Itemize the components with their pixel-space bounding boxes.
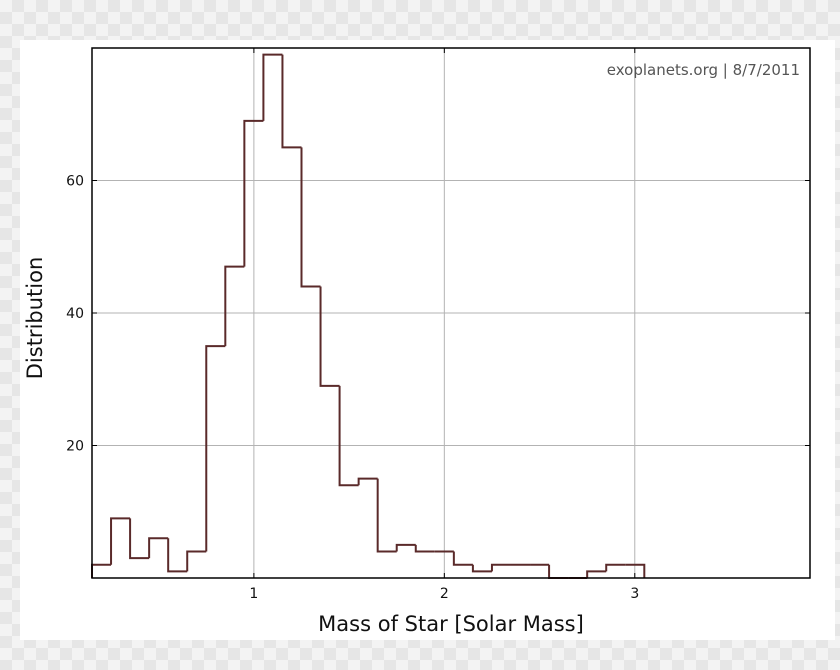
histogram-bin — [243, 119, 264, 267]
histogram-bin — [281, 54, 302, 149]
axis-ticks: 1 2 3 20 40 60 — [66, 48, 810, 602]
histogram-bin — [452, 551, 473, 566]
histogram-bin — [148, 537, 169, 559]
histogram-bin — [414, 544, 435, 553]
histogram-bin — [338, 385, 359, 487]
histogram-bin — [357, 477, 378, 486]
histogram-bin — [186, 550, 207, 572]
histogram-bin — [471, 564, 492, 573]
source-annotation: exoplanets.org | 8/7/2011 — [607, 61, 800, 79]
histogram-chart: 1 2 3 20 40 60 exoplanets.org | 8/7/2011 Mass… — [23, 47, 811, 636]
x-tick-label: 3 — [630, 586, 639, 602]
grid-lines — [92, 48, 810, 578]
histogram-bin — [605, 563, 626, 572]
x-tick-label: 1 — [249, 586, 258, 602]
histogram-bin — [319, 286, 340, 387]
y-axis-title: Distribution — [23, 257, 47, 380]
x-tick-label: 2 — [440, 586, 449, 602]
histogram-bin — [262, 53, 283, 121]
histogram-bin — [490, 563, 511, 572]
histogram-bin — [167, 538, 188, 573]
histogram-series — [91, 53, 646, 579]
y-tick-label: 20 — [66, 439, 84, 455]
histogram-bin — [376, 478, 397, 553]
histogram-bin — [205, 345, 226, 552]
y-tick-label: 60 — [66, 174, 84, 190]
histogram-bin — [625, 563, 646, 578]
x-axis-title: Mass of Star [Solar Mass] — [318, 612, 584, 636]
histogram-bin — [395, 543, 416, 552]
histogram-bin — [300, 147, 321, 288]
chart-figure: 1 2 3 20 40 60 exoplanets.org | 8/7/2011 Mass… — [20, 40, 835, 640]
histogram-bin — [586, 570, 607, 578]
histogram-bin — [548, 564, 569, 579]
histogram-bin — [224, 265, 245, 347]
histogram-bin — [110, 517, 131, 565]
histogram-bin — [129, 518, 150, 560]
histogram-bin — [91, 563, 112, 578]
y-tick-label: 40 — [66, 306, 84, 322]
